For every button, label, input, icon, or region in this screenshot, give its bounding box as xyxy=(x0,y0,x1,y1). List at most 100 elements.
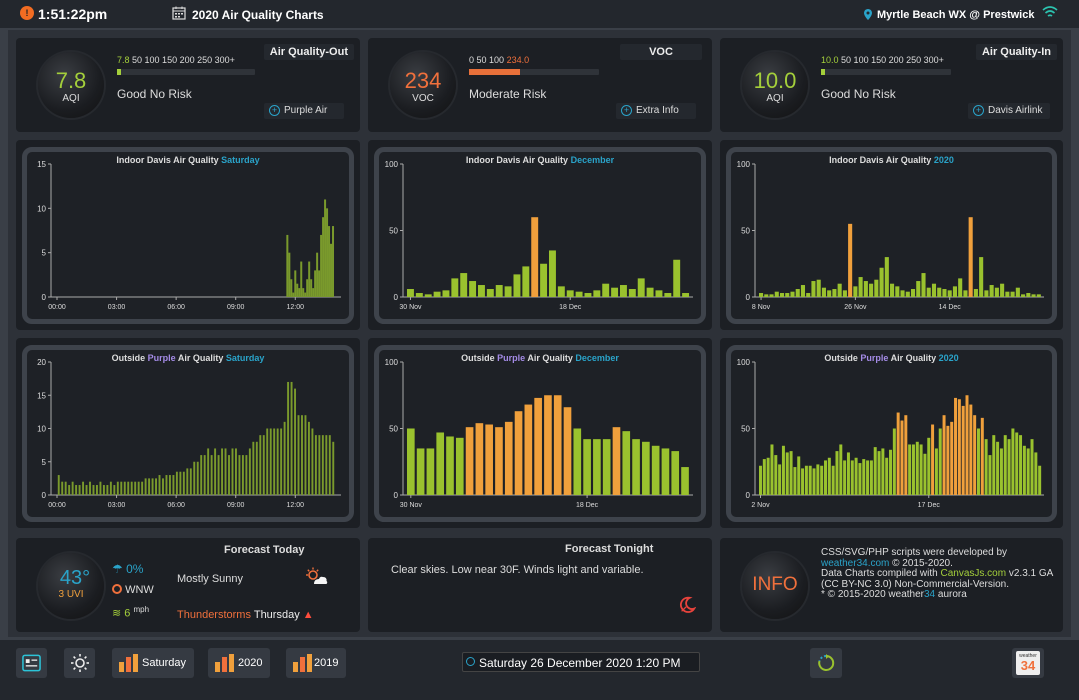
storm-alert: Thunderstorms Thursday ▲ xyxy=(177,609,314,621)
bar xyxy=(99,481,102,495)
bar xyxy=(224,448,227,495)
purple-air-link-label: Purple Air xyxy=(284,105,328,116)
weather34-logo-button[interactable]: weather 34 xyxy=(1012,648,1044,678)
voc-value: 234 xyxy=(404,68,442,93)
bar xyxy=(137,481,140,495)
bar xyxy=(495,427,503,495)
bar xyxy=(304,415,307,495)
bar xyxy=(904,415,908,495)
bar xyxy=(116,481,119,495)
aq-in-value: 10.0 xyxy=(753,68,797,93)
bar xyxy=(102,485,105,495)
charts-2020-button[interactable]: 2020 xyxy=(208,648,270,678)
bar xyxy=(455,437,464,495)
saturday-charts-label: Saturday xyxy=(142,657,187,669)
bar xyxy=(885,457,889,495)
voc-scale-values: 0 50 100 xyxy=(469,55,505,65)
davis-airlink-link[interactable]: + Davis Airlink xyxy=(968,103,1050,119)
purple-air-link[interactable]: + Purple Air xyxy=(264,103,344,119)
outside-saturday-chart: 0 5 10 15 20 00:00 03:00 06:00 09:00 12:00 Outsid… xyxy=(22,345,354,522)
y-tick-label: 50 xyxy=(389,425,398,434)
bar xyxy=(806,293,811,297)
bar xyxy=(632,439,640,495)
bar xyxy=(252,441,255,495)
bar xyxy=(821,287,826,297)
x-tick-label: 06:00 xyxy=(167,304,185,311)
aq-in-gauge: 10.0 AQI xyxy=(742,52,808,118)
bar xyxy=(884,257,889,297)
bar xyxy=(286,234,289,297)
bar xyxy=(915,441,919,495)
bar xyxy=(158,475,161,495)
bar xyxy=(415,293,423,297)
bar xyxy=(1022,445,1026,495)
indoor-saturday-chart: 0 5 10 15 00:00 03:00 06:00 09:00 12:00 Indoor D… xyxy=(22,147,354,324)
bar xyxy=(863,281,868,297)
bar xyxy=(958,278,963,297)
refresh-button[interactable] xyxy=(810,648,842,678)
bar xyxy=(318,435,321,495)
bar xyxy=(764,294,769,297)
refresh-icon xyxy=(818,654,835,671)
menu-icon[interactable]: ! xyxy=(20,6,34,20)
bar xyxy=(182,471,185,495)
aq-in-title: Air Quality-In xyxy=(975,44,1057,60)
bar xyxy=(769,294,774,297)
bar xyxy=(869,283,874,297)
theme-toggle-button[interactable] xyxy=(64,648,95,678)
bar xyxy=(811,281,816,297)
bar xyxy=(969,404,973,495)
bar xyxy=(308,261,311,297)
partly-sunny-icon xyxy=(306,567,328,584)
bar xyxy=(127,481,130,495)
extra-info-link[interactable]: + Extra Info xyxy=(616,103,696,119)
outside-saturday-chart-svg: 0 5 10 15 20 00:00 03:00 06:00 09:00 12:00 xyxy=(37,358,341,509)
bar xyxy=(996,441,1000,495)
aq-out-level-fill xyxy=(117,69,121,75)
bar xyxy=(544,395,552,495)
bar xyxy=(1007,439,1011,495)
charts-2019-button[interactable]: 2019 xyxy=(286,648,346,678)
bar xyxy=(774,291,779,297)
bar xyxy=(612,427,621,495)
bar xyxy=(824,460,827,495)
weather34-link[interactable]: weather34.com xyxy=(821,557,890,569)
y-tick-label: 50 xyxy=(389,227,398,236)
bar xyxy=(908,444,912,495)
bar xyxy=(963,290,968,297)
bar xyxy=(316,252,319,297)
bar xyxy=(311,428,314,495)
bar xyxy=(130,481,133,495)
bar xyxy=(320,234,323,297)
indoor-2020-chart: 0 50 100 8 Nov 26 Nov 14 Dec Indoor Davis Air… xyxy=(726,147,1057,324)
wind-direction: WNW xyxy=(112,584,154,596)
bar xyxy=(858,463,862,495)
bar xyxy=(475,423,484,495)
bar xyxy=(984,290,989,297)
bar xyxy=(504,421,513,495)
station-button[interactable] xyxy=(16,648,47,678)
bar xyxy=(611,287,619,297)
bar xyxy=(207,448,210,495)
bar xyxy=(1015,287,1020,297)
y-tick-label: 15 xyxy=(37,391,46,400)
bar xyxy=(931,424,935,495)
x-tick-label: 14 Dec xyxy=(939,304,962,311)
bar xyxy=(584,293,592,297)
bar xyxy=(426,448,435,495)
info-badge-label: INFO xyxy=(752,574,798,595)
bar xyxy=(808,465,812,495)
aq-out-gauge: 7.8 AQI xyxy=(38,52,104,118)
bar xyxy=(416,448,425,495)
saturday-charts-button[interactable]: Saturday xyxy=(112,648,194,678)
bar xyxy=(812,468,816,495)
bar xyxy=(785,293,790,297)
canvasjs-link[interactable]: CanvasJs.com xyxy=(940,568,1007,579)
bar xyxy=(310,279,313,297)
bar-chart-icon xyxy=(215,654,234,672)
bar xyxy=(950,421,954,495)
wind-speed: ≋ 6 mph xyxy=(112,605,150,620)
bar xyxy=(312,288,315,297)
bar xyxy=(486,289,494,297)
bar xyxy=(673,259,681,297)
